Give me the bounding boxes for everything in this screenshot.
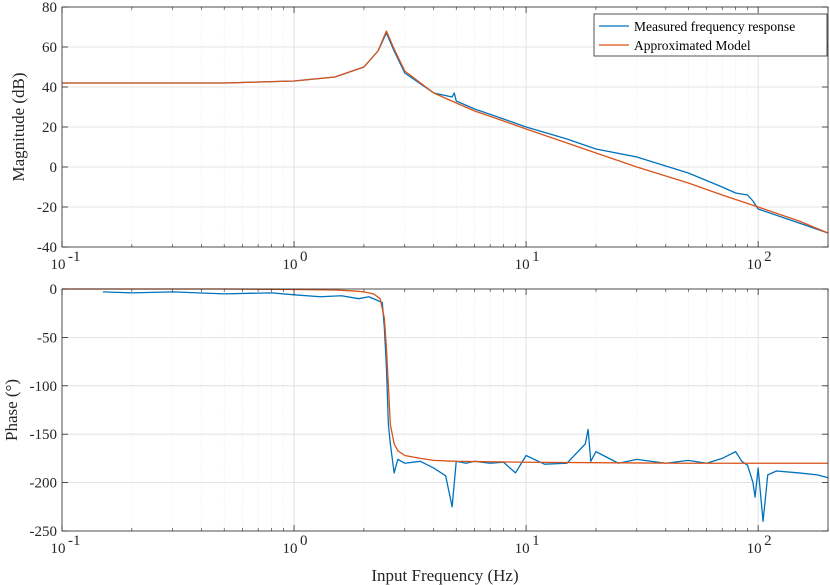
magnitude-ytick-label: -20 — [37, 200, 57, 216]
phase-xtick-exponent: -1 — [68, 533, 81, 549]
phase-xtick-label: 10 — [51, 541, 66, 557]
phase-ytick-label: -200 — [30, 476, 58, 492]
magnitude-xtick-label: 10 — [515, 257, 530, 273]
phase-xlabel: Input Frequency (Hz) — [371, 566, 518, 585]
legend-model-label: Approximated Model — [634, 38, 751, 53]
magnitude-ytick-label: 80 — [42, 0, 57, 16]
phase-line-model — [62, 288, 828, 464]
magnitude-ytick-label: 40 — [42, 80, 57, 96]
phase-xtick-exponent: 0 — [300, 533, 308, 549]
phase-ytick-label: -250 — [30, 524, 58, 540]
magnitude-line-model — [62, 30, 829, 234]
magnitude-ytick-label: -40 — [37, 240, 57, 256]
phase-ytick-label: -50 — [37, 330, 57, 346]
magnitude-xtick-exponent: -1 — [68, 249, 81, 265]
magnitude-series-group — [62, 30, 829, 234]
magnitude-xtick-label: 10 — [283, 257, 298, 273]
phase-xtick-label: 10 — [515, 541, 530, 557]
legend: Measured frequency response Approximated… — [593, 13, 828, 57]
phase-xtick-exponent: 2 — [764, 533, 772, 549]
phase-xtick-exponent: 1 — [532, 533, 540, 549]
magnitude-ylabel: Magnitude (dB) — [9, 72, 28, 181]
magnitude-ytick-label: 60 — [42, 40, 57, 56]
phase-ytick-label: 0 — [50, 282, 58, 298]
phase-axes-frame — [61, 288, 829, 532]
magnitude-ytick-label: 0 — [50, 160, 58, 176]
magnitude-xtick-label: 10 — [747, 257, 762, 273]
magnitude-xtick-exponent: 0 — [300, 249, 308, 265]
phase-ytick-label: -100 — [30, 379, 58, 395]
magnitude-xtick-exponent: 1 — [532, 249, 540, 265]
legend-box — [593, 13, 828, 57]
magnitude-ytick-label: 20 — [42, 120, 57, 136]
phase-xtick-label: 10 — [283, 541, 298, 557]
phase-ytick-label: -150 — [30, 427, 58, 443]
phase-ylabel: Phase (°) — [2, 379, 21, 441]
phase-line-measured — [102, 291, 829, 522]
legend-measured-label: Measured frequency response — [634, 19, 795, 34]
phase-xtick-label: 10 — [747, 541, 762, 557]
magnitude-xtick-label: 10 — [51, 257, 66, 273]
phase-plot-area — [62, 289, 828, 531]
magnitude-xtick-exponent: 2 — [764, 249, 772, 265]
phase-series-group — [62, 288, 829, 522]
